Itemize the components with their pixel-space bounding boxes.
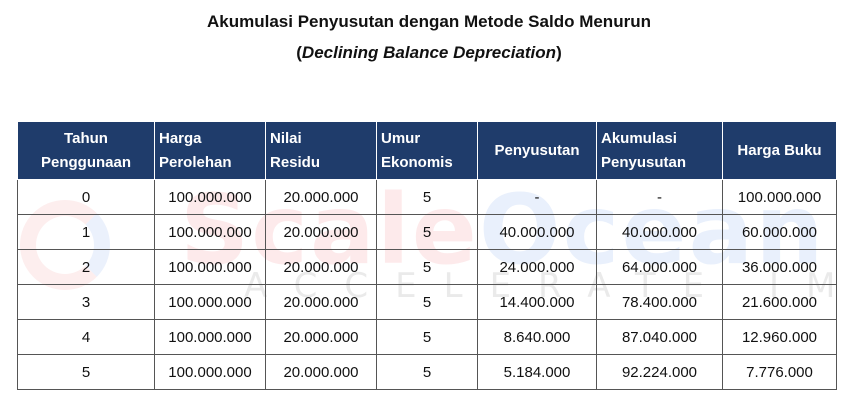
table-cell-penyusutan: - (477, 179, 597, 215)
subtitle-italic: Declining Balance Depreciation (301, 43, 557, 62)
table-cell-harga-perolehan: 100.000.000 (154, 249, 266, 285)
table-cell-harga-buku: 100.000.000 (722, 179, 837, 215)
table-cell-harga-buku: 60.000.000 (722, 214, 837, 250)
table-cell-harga-perolehan: 100.000.000 (154, 284, 266, 320)
table-cell-akumulasi-penyusutan: 87.040.000 (596, 319, 723, 355)
table-cell-penyusutan: 8.640.000 (477, 319, 597, 355)
table-cell-tahun-penggunaan: 0 (17, 179, 155, 215)
table-cell-tahun-penggunaan: 1 (17, 214, 155, 250)
table-cell-umur-ekonomis: 5 (376, 354, 478, 390)
page-subtitle: (Declining Balance Depreciation) (296, 43, 562, 62)
table-cell-nilai-residu: 20.000.000 (265, 319, 377, 355)
column-header-line: Residu (270, 153, 321, 171)
column-header-line: Penggunaan (40, 153, 131, 171)
column-header-umur-ekonomis: Umur Ekonomis (376, 121, 478, 180)
table-header-row: Tahun Penggunaan Harga Perolehan Nilai Residu… (17, 121, 837, 180)
table-cell-harga-perolehan: 100.000.000 (154, 179, 266, 215)
column-header-line: Umur (381, 129, 421, 147)
table-cell-penyusutan: 5.184.000 (477, 354, 597, 390)
table-row: 4 100.000.000 20.000.000 5 8.640.000 87.040.0… (17, 319, 837, 355)
table-cell-akumulasi-penyusutan: 40.000.000 (596, 214, 723, 250)
column-header-line: Penyusutan (494, 141, 580, 159)
column-header-akumulasi-penyusutan: Akumulasi Penyusutan (596, 121, 723, 180)
column-header-line: Tahun (64, 129, 108, 147)
table-cell-nilai-residu: 20.000.000 (265, 249, 377, 285)
table-row: 2 100.000.000 20.000.000 5 24.000.000 64.000.… (17, 249, 837, 285)
table-cell-nilai-residu: 20.000.000 (265, 284, 377, 320)
table-cell-penyusutan: 24.000.000 (477, 249, 597, 285)
table-cell-harga-buku: 7.776.000 (722, 354, 837, 390)
table-cell-nilai-residu: 20.000.000 (265, 214, 377, 250)
column-header-tahun-penggunaan: Tahun Penggunaan (17, 121, 155, 180)
table-cell-tahun-penggunaan: 4 (17, 319, 155, 355)
column-header-line: Akumulasi (601, 129, 677, 147)
column-header-line: Ekonomis (381, 153, 453, 171)
table-row: 5 100.000.000 20.000.000 5 5.184.000 92.224.0… (17, 354, 837, 390)
table-cell-penyusutan: 40.000.000 (477, 214, 597, 250)
column-header-line: Harga (159, 129, 202, 147)
table-row: 0 100.000.000 20.000.000 5- -100.000.000 (17, 179, 837, 215)
column-header-harga-buku: Harga Buku (722, 121, 837, 180)
table-row: 1 100.000.000 20.000.000 5 40.000.000 40.000.… (17, 214, 837, 250)
table-cell-harga-buku: 12.960.000 (722, 319, 837, 355)
column-header-nilai-residu: Nilai Residu (265, 121, 377, 180)
table-cell-akumulasi-penyusutan: 92.224.000 (596, 354, 723, 390)
table-cell-umur-ekonomis: 5 (376, 249, 478, 285)
table-cell-harga-perolehan: 100.000.000 (154, 214, 266, 250)
table-cell-tahun-penggunaan: 3 (17, 284, 155, 320)
table-cell-akumulasi-penyusutan: 78.400.000 (596, 284, 723, 320)
table-cell-umur-ekonomis: 5 (376, 319, 478, 355)
table-cell-akumulasi-penyusutan: 64.000.000 (596, 249, 723, 285)
table-cell-umur-ekonomis: 5 (376, 284, 478, 320)
depreciation-table: Tahun Penggunaan Harga Perolehan Nilai Residu… (17, 121, 837, 390)
table-cell-harga-perolehan: 100.000.000 (154, 319, 266, 355)
table-cell-tahun-penggunaan: 5 (17, 354, 155, 390)
column-header-harga-perolehan: Harga Perolehan (154, 121, 266, 180)
table-cell-harga-buku: 36.000.000 (722, 249, 837, 285)
table-cell-harga-buku: 21.600.000 (722, 284, 837, 320)
column-header-line: Penyusutan (601, 153, 687, 171)
table-cell-penyusutan: 14.400.000 (477, 284, 597, 320)
column-header-line: Harga Buku (737, 141, 822, 159)
table-cell-harga-perolehan: 100.000.000 (154, 354, 266, 390)
page-title: Akumulasi Penyusutan dengan Metode Saldo… (207, 12, 651, 31)
column-header-line: Nilai (270, 129, 302, 147)
column-header-penyusutan: Penyusutan (477, 121, 597, 180)
table-row: 3 100.000.000 20.000.000 5 14.400.000 78.400.… (17, 284, 837, 320)
table-cell-umur-ekonomis: 5 (376, 179, 478, 215)
table-cell-umur-ekonomis: 5 (376, 214, 478, 250)
column-header-line: Perolehan (159, 153, 232, 171)
table-cell-nilai-residu: 20.000.000 (265, 354, 377, 390)
table-cell-tahun-penggunaan: 2 (17, 249, 155, 285)
table-cell-akumulasi-penyusutan: - (596, 179, 723, 215)
table-cell-nilai-residu: 20.000.000 (265, 179, 377, 215)
